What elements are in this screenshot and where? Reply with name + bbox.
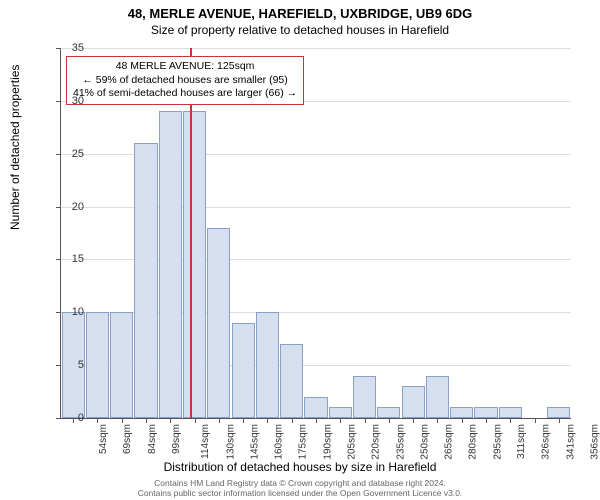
- histogram-bar: [86, 312, 109, 418]
- x-axis-label: Distribution of detached houses by size …: [0, 460, 600, 474]
- x-tick-label: 175sqm: [298, 424, 309, 460]
- y-tick-label: 15: [72, 253, 84, 265]
- y-tick-label: 25: [72, 148, 84, 160]
- histogram-bar: [183, 111, 206, 418]
- footer-line-2: Contains public sector information licen…: [0, 488, 600, 498]
- x-tick-label: 54sqm: [98, 424, 109, 454]
- x-tick-label: 99sqm: [171, 424, 182, 454]
- histogram-bar: [474, 407, 497, 418]
- chart-title: 48, MERLE AVENUE, HAREFIELD, UXBRIDGE, U…: [0, 0, 600, 21]
- histogram-bar: [450, 407, 473, 418]
- histogram-bar: [353, 376, 376, 418]
- chart-subtitle: Size of property relative to detached ho…: [0, 21, 600, 37]
- info-callout-box: 48 MERLE AVENUE: 125sqm ← 59% of detache…: [66, 56, 304, 105]
- histogram-bar: [207, 228, 230, 418]
- histogram-bar: [110, 312, 133, 418]
- y-tick-label: 5: [78, 359, 84, 371]
- y-tick-label: 35: [72, 42, 84, 54]
- x-tick-label: 356sqm: [589, 424, 600, 460]
- info-line-2: ← 59% of detached houses are smaller (95…: [73, 74, 297, 88]
- histogram-bar: [377, 407, 400, 418]
- histogram-bar: [547, 407, 570, 418]
- x-tick-label: 160sqm: [274, 424, 285, 460]
- x-tick-label: 295sqm: [492, 424, 503, 460]
- x-tick-label: 145sqm: [249, 424, 260, 460]
- x-tick-label: 280sqm: [468, 424, 479, 460]
- footer-line-1: Contains HM Land Registry data © Crown c…: [0, 478, 600, 488]
- info-line-1: 48 MERLE AVENUE: 125sqm: [73, 60, 297, 74]
- histogram-bar: [426, 376, 449, 418]
- x-tick-label: 250sqm: [419, 424, 430, 460]
- histogram-bar: [232, 323, 255, 418]
- y-axis-label: Number of detached properties: [8, 65, 22, 230]
- histogram-bar: [402, 386, 425, 418]
- x-tick-label: 84sqm: [147, 424, 158, 454]
- info-line-3: 41% of semi-detached houses are larger (…: [73, 87, 297, 101]
- footer-attribution: Contains HM Land Registry data © Crown c…: [0, 478, 600, 498]
- x-tick-label: 326sqm: [541, 424, 552, 460]
- x-tick-label: 69sqm: [122, 424, 133, 454]
- y-tick-label: 20: [72, 201, 84, 213]
- histogram-bar: [329, 407, 352, 418]
- histogram-bar: [499, 407, 522, 418]
- x-tick-label: 190sqm: [322, 424, 333, 460]
- x-tick-label: 114sqm: [200, 424, 211, 459]
- histogram-bar: [280, 344, 303, 418]
- x-tick-label: 220sqm: [371, 424, 382, 460]
- x-tick-label: 265sqm: [444, 424, 455, 460]
- histogram-bar: [134, 143, 157, 418]
- x-tick-label: 205sqm: [347, 424, 358, 460]
- y-tick-label: 0: [78, 412, 84, 424]
- x-tick-label: 130sqm: [225, 424, 236, 460]
- x-tick-label: 311sqm: [516, 424, 527, 459]
- histogram-bar: [159, 111, 182, 418]
- histogram-bar: [304, 397, 327, 418]
- y-tick-label: 10: [72, 306, 84, 318]
- y-tick-label: 30: [72, 95, 84, 107]
- x-tick-label: 235sqm: [395, 424, 406, 460]
- x-tick-label: 341sqm: [565, 424, 576, 460]
- histogram-bar: [256, 312, 279, 418]
